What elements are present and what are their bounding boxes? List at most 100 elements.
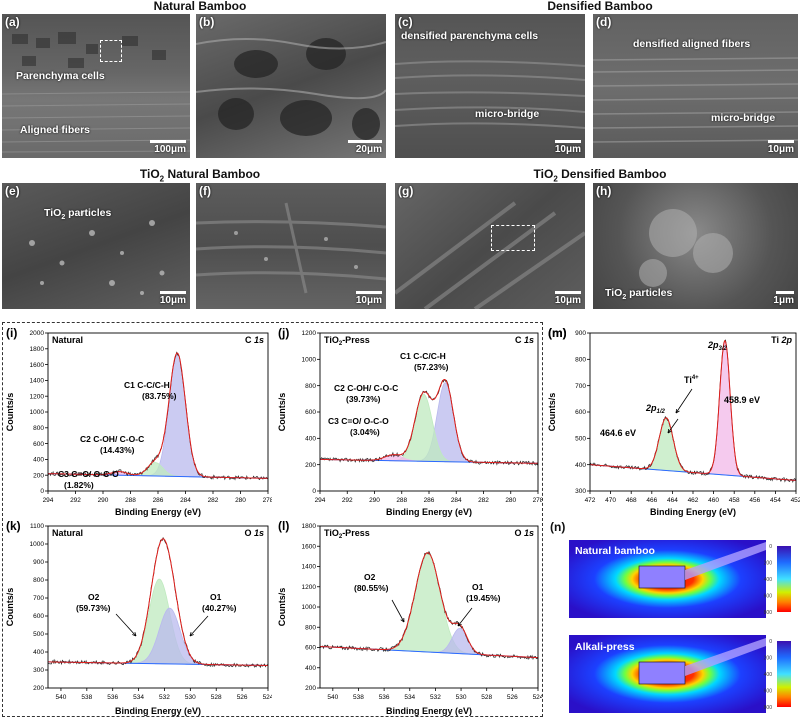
ti4plus-arrow-head	[675, 408, 680, 414]
o2-arrow-head	[132, 632, 137, 637]
peak-label-c1: C1 C-C/C-H	[124, 380, 170, 390]
fitted-envelope	[48, 538, 268, 666]
element-label: O 1s	[514, 528, 534, 538]
x-tick-label: 290	[98, 497, 109, 504]
chart-o1s-tio2-press: 540 538 536 534 532 530 528 526 524 200 400 600 800 1…	[277, 519, 542, 716]
sem-texture-g	[395, 201, 585, 309]
scale-bar-f: 10μm	[356, 291, 382, 306]
colormap-alkali-press: Alkali-press	[569, 635, 791, 713]
peak-percent-o1: (19.45%)	[466, 593, 501, 603]
element-label: O 1s	[244, 528, 264, 538]
y-tick-label: 1000	[302, 357, 317, 364]
panel-label-b: (b)	[199, 15, 215, 29]
zoom-region-box	[100, 40, 122, 62]
colorbar-tick-label: 200	[764, 561, 773, 567]
colormap-bottom-title: Alkali-press	[575, 641, 635, 653]
peak-label-c1: C1 C-C/C-H	[400, 351, 446, 361]
y-tick-label: 700	[575, 383, 586, 390]
x-axis-label: Binding Energy (eV)	[115, 706, 201, 716]
ti4plus-label: Ti4+	[684, 375, 699, 385]
probe-bottom	[685, 638, 766, 676]
fitted-envelope	[590, 339, 797, 481]
peak-percent-c3: (1.82%)	[64, 480, 94, 490]
y-tick-label: 600	[305, 409, 316, 416]
probe-top	[685, 542, 766, 580]
scale-bar-g: 10μm	[555, 291, 581, 306]
x-axis-label: Binding Energy (eV)	[386, 706, 472, 716]
sem-panel-e: (e) TiO2 particles 10μm	[2, 183, 190, 309]
peak-fill-C1	[48, 352, 269, 479]
chart-title: Natural	[52, 335, 83, 345]
sem-panel-d: (d) densified aligned fibers micro-bridg…	[593, 14, 798, 158]
zoom-region-box-g	[491, 225, 535, 251]
x-tick-label: 468	[626, 497, 637, 504]
x-tick-label: 530	[185, 694, 196, 701]
y-tick-label: 400	[575, 462, 586, 469]
y-tick-label: 200	[305, 462, 316, 469]
peak-percent-c1: (83.75%)	[142, 391, 177, 401]
header-natural-bamboo: Natural Bamboo	[153, 0, 247, 13]
annotation-densified-parenchyma: densified parenchyma cells	[401, 30, 539, 42]
y-tick-label: 700	[33, 595, 44, 602]
scale-bar-e: 10μm	[160, 291, 186, 306]
panel-label-d: (d)	[596, 15, 612, 29]
peak-fill-O2	[320, 552, 538, 658]
x-tick-label: 280	[505, 497, 516, 504]
panel-label: (j)	[278, 326, 289, 340]
x-tick-label: 460	[708, 497, 719, 504]
y-tick-label: 200	[33, 472, 44, 479]
x-tick-label: 528	[481, 694, 492, 701]
y-tick-label: 1800	[30, 346, 45, 353]
panel-label-e: (e)	[5, 184, 20, 198]
sem-panel-c: (c) densified parenchyma cells micro-bri…	[395, 14, 585, 158]
panel-label: (l)	[278, 519, 289, 533]
panel-label: (i)	[6, 326, 17, 340]
o2-arrow	[115, 613, 137, 637]
colorbar-bottom	[777, 641, 791, 707]
y-tick-label: 600	[575, 409, 586, 416]
y-tick-label: 800	[33, 425, 44, 432]
x-tick-label: 284	[451, 497, 462, 504]
field-colormap-panel: Natural bamboo Alkali-press 0 200 400 600 80…	[569, 540, 791, 713]
x-tick-label: 462	[688, 497, 699, 504]
sem-texture-d	[593, 57, 798, 143]
y-tick-label: 600	[33, 441, 44, 448]
sample-block-bottom	[638, 661, 686, 685]
x-tick-label: 286	[153, 497, 164, 504]
peak-percent-o2: (80.55%)	[354, 583, 389, 593]
peak-percent-o1: (40.27%)	[202, 603, 237, 613]
sem-panel-g: (g) 10μm	[395, 183, 585, 309]
x-tick-label: 294	[315, 497, 326, 504]
annotation-micro-bridge-d: micro-bridge	[711, 112, 776, 124]
x-tick-label: 292	[70, 497, 81, 504]
y-axis-label: Counts/s	[5, 393, 15, 432]
fitted-envelope	[320, 552, 538, 659]
y-tick-label: 1200	[302, 584, 317, 591]
sem-texture-f	[196, 202, 386, 294]
x-tick-label: 540	[56, 694, 67, 701]
x-tick-label: 452	[791, 497, 800, 504]
peak-percent-o2: (59.73%)	[76, 603, 111, 613]
y-tick-label: 400	[305, 436, 316, 443]
panel-label-m: (m)	[548, 326, 567, 340]
x-tick-label: 532	[159, 694, 170, 701]
colorbar-tick-label: 800	[764, 610, 773, 616]
element-label: C 1s	[245, 335, 264, 345]
sem-texture-b	[196, 38, 386, 140]
annotation-densified-aligned-fibers: densified aligned fibers	[633, 38, 751, 50]
panel-label-h: (h)	[596, 184, 612, 198]
x-tick-label: 534	[404, 694, 415, 701]
y-tick-label: 1400	[30, 378, 45, 385]
colorbar-tick-label: 400	[764, 577, 773, 583]
peak-label-o2: O2	[88, 592, 100, 602]
x-tick-label: 278	[533, 497, 542, 504]
colormap-natural-bamboo: Natural bamboo	[569, 540, 791, 618]
xps-group-border	[2, 322, 543, 717]
y-tick-label: 800	[305, 383, 316, 390]
chart-title: TiO2-Press	[324, 528, 370, 540]
annotation-aligned-fibers: Aligned fibers	[20, 124, 91, 136]
x-axis-label: Binding Energy (eV)	[650, 507, 736, 517]
x-tick-label: 458	[729, 497, 740, 504]
p12-arrow-head	[667, 428, 672, 434]
x-tick-label: 288	[396, 497, 407, 504]
